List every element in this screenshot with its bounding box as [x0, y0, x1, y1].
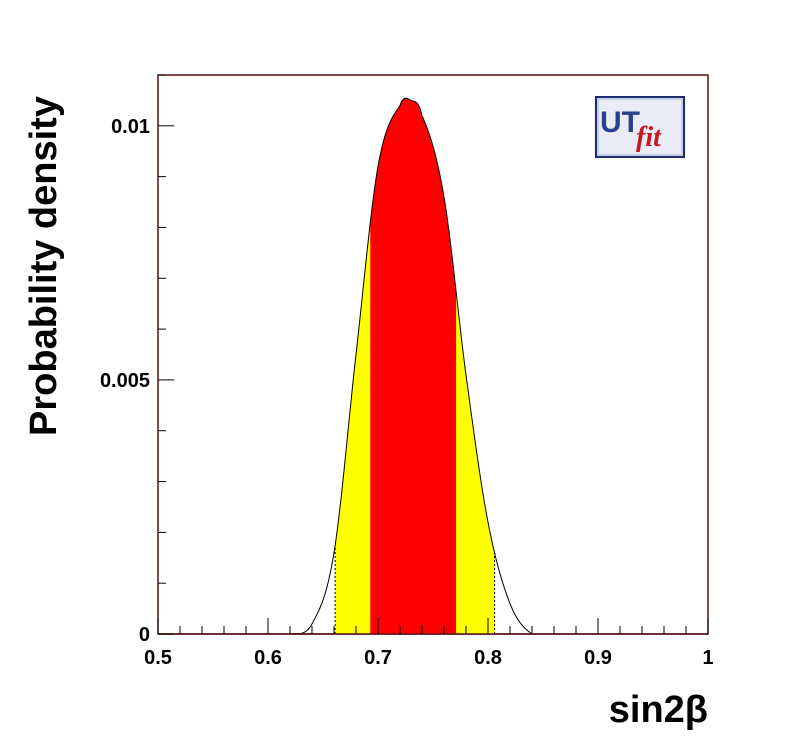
y-axis-title: Probability density — [23, 96, 65, 436]
y-axis-ticks — [158, 74, 174, 635]
density-curve — [284, 97, 537, 635]
x-tick-label: 0.5 — [144, 647, 172, 669]
logo-text-fit: fit — [636, 122, 662, 153]
x-tick-label: 0.9 — [584, 647, 612, 669]
x-tick-label: 1 — [702, 647, 713, 669]
x-tick-label: 0.7 — [364, 647, 392, 669]
logo-inner-border — [597, 98, 683, 156]
utfit-logo: UT fit — [595, 96, 685, 158]
y-tick-label: 0 — [139, 624, 150, 646]
x-axis-title: sin2β — [609, 689, 708, 731]
y-tick-label: 0.005 — [100, 370, 150, 392]
x-tick-label: 0.6 — [254, 647, 282, 669]
x-axis-tick-labels: 0.5 0.6 0.7 0.8 0.9 1 — [144, 647, 713, 669]
logo-text-ut: UT — [600, 106, 640, 139]
curve-layer — [158, 97, 708, 635]
x-tick-label: 0.8 — [474, 647, 502, 669]
x-axis-ticks — [157, 618, 709, 634]
y-tick-label: 0.01 — [111, 116, 150, 138]
confidence-bands — [334, 98, 496, 634]
logo-box — [595, 96, 685, 158]
y-axis-tick-labels: 0 0.005 0.01 — [100, 116, 150, 646]
band-68-red — [370, 98, 457, 634]
